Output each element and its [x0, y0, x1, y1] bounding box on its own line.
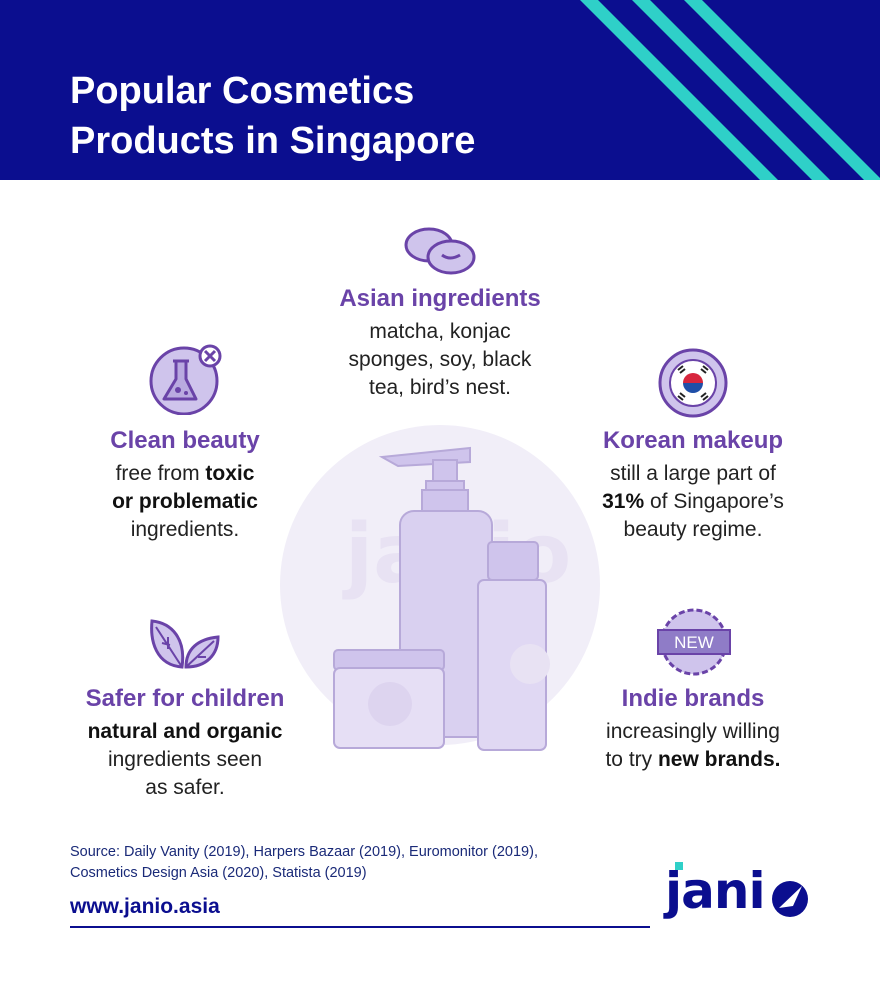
safer-for-children-heading: Safer for children: [85, 685, 285, 712]
beans-icon: [404, 227, 476, 275]
desc-line: free from toxic: [35, 460, 335, 488]
header-banner: Popular Cosmetics Products in Singapore: [0, 0, 880, 180]
desc-line: ingredients.: [130, 518, 240, 541]
new-badge-icon: NEW: [657, 608, 731, 676]
desc-line: increasingly willing: [606, 720, 780, 743]
indie-brands-description: increasingly willing to try new brands.: [543, 718, 843, 774]
asian-ingredients-block: Asian ingredients matcha, konjac sponges…: [290, 284, 590, 402]
title-line-1: Popular Cosmetics: [70, 70, 415, 112]
desc-line: as safer.: [145, 776, 225, 799]
desc-line: to try new brands.: [543, 746, 843, 774]
leaves-icon: [150, 619, 220, 669]
source-line: Source: Daily Vanity (2019), Harpers Baz…: [70, 844, 538, 860]
desc-text: free from: [115, 462, 206, 485]
korean-flag-icon: [658, 348, 728, 418]
desc-bold: or problematic: [112, 490, 258, 513]
clean-beauty-heading: Clean beauty: [110, 427, 260, 454]
clean-beauty-description: free from toxic or problematic ingredien…: [35, 460, 335, 544]
desc-bold: new brands.: [657, 748, 781, 771]
source-citation: Source: Daily Vanity (2019), Harpers Baz…: [70, 842, 538, 884]
source-line: Cosmetics Design Asia (2020), Statista (…: [70, 865, 367, 881]
flask-x-icon: [149, 344, 222, 415]
footer-divider: [70, 926, 650, 928]
desc-line: ingredients seen: [107, 748, 263, 771]
page-title: Popular Cosmetics Products in Singapore: [70, 66, 475, 166]
desc-line: tea, bird’s nest.: [368, 376, 512, 399]
clean-beauty-block: Clean beauty free from toxic or problema…: [35, 426, 335, 544]
desc-bold: natural and organic: [87, 720, 283, 743]
desc-text: to try: [605, 748, 658, 771]
desc-text: of Singapore’s: [644, 490, 784, 513]
desc-line: natural and organic: [35, 718, 335, 746]
desc-line: beauty regime.: [623, 518, 763, 541]
indie-brands-block: Indie brands increasingly willing to try…: [543, 684, 843, 774]
new-badge-text: NEW: [674, 633, 714, 652]
diagonal-stripes: [580, 0, 880, 180]
korean-makeup-heading: Korean makeup: [602, 427, 784, 454]
asian-ingredients-description: matcha, konjac sponges, soy, black tea, …: [290, 318, 590, 402]
desc-line: or problematic: [35, 488, 335, 516]
logo-wordmark: jani: [665, 862, 766, 920]
asian-ingredients-heading: Asian ingredients: [339, 285, 541, 312]
title-line-2: Products in Singapore: [70, 120, 476, 162]
safer-for-children-description: natural and organic ingredients seen as …: [35, 718, 335, 802]
janio-logo: jani: [665, 856, 815, 932]
desc-bold: toxic: [205, 462, 255, 485]
website-link[interactable]: www.janio.asia: [70, 895, 220, 918]
desc-line: matcha, konjac: [369, 320, 511, 343]
logo-mark-icon: [675, 862, 808, 917]
desc-line: sponges, soy, black: [348, 348, 532, 371]
desc-bold: 31%: [602, 490, 645, 513]
korean-makeup-description: still a large part of 31% of Singapore’s…: [543, 460, 843, 544]
safer-for-children-block: Safer for children natural and organic i…: [35, 684, 335, 802]
desc-line: 31% of Singapore’s: [543, 488, 843, 516]
indie-brands-heading: Indie brands: [621, 685, 765, 712]
desc-line: still a large part of: [610, 462, 776, 485]
korean-makeup-block: Korean makeup still a large part of 31% …: [543, 426, 843, 544]
